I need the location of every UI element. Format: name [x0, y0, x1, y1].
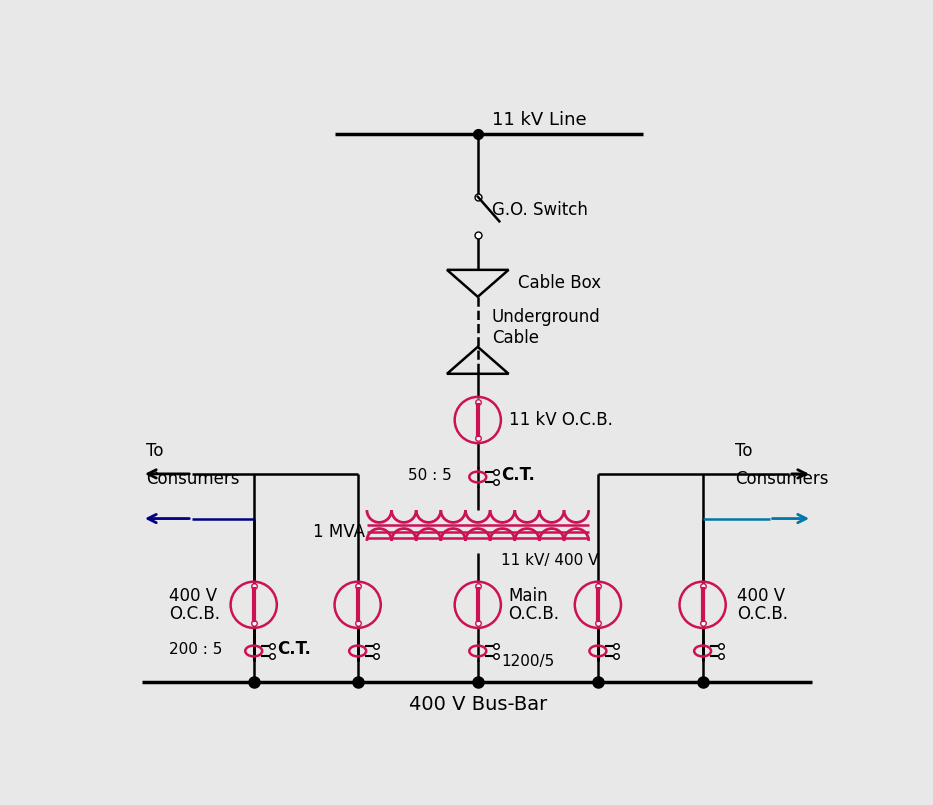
- Text: Main: Main: [508, 587, 549, 605]
- Text: 400 V: 400 V: [737, 587, 786, 605]
- Text: O.C.B.: O.C.B.: [737, 605, 788, 623]
- Text: G.O. Switch: G.O. Switch: [492, 200, 588, 219]
- Text: 50 : 5: 50 : 5: [409, 468, 453, 483]
- Text: 1 MVA: 1 MVA: [313, 522, 365, 541]
- Text: 11 kV Line: 11 kV Line: [492, 111, 586, 129]
- Text: C.T.: C.T.: [277, 641, 311, 658]
- Text: 400 V: 400 V: [169, 587, 217, 605]
- Text: Underground
Cable: Underground Cable: [492, 308, 601, 347]
- Text: Cable Box: Cable Box: [518, 274, 601, 292]
- Text: 11 kV O.C.B.: 11 kV O.C.B.: [508, 411, 612, 429]
- Text: 1200/5: 1200/5: [501, 654, 554, 669]
- Text: C.T.: C.T.: [501, 466, 535, 485]
- Text: O.C.B.: O.C.B.: [508, 605, 560, 623]
- Text: To: To: [735, 442, 752, 460]
- Text: 11 kV/ 400 V: 11 kV/ 400 V: [501, 553, 598, 568]
- Text: O.C.B.: O.C.B.: [169, 605, 220, 623]
- Text: Consumers: Consumers: [735, 469, 829, 488]
- Text: 200 : 5: 200 : 5: [169, 642, 222, 657]
- Text: Consumers: Consumers: [146, 469, 240, 488]
- Text: 400 V Bus-Bar: 400 V Bus-Bar: [409, 696, 547, 714]
- Text: To: To: [146, 442, 163, 460]
